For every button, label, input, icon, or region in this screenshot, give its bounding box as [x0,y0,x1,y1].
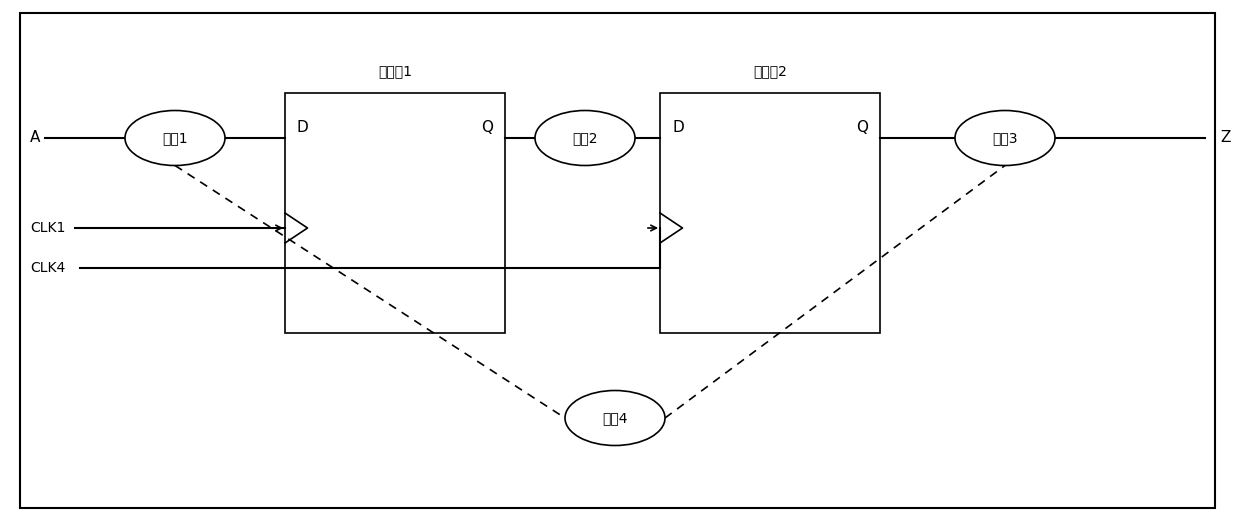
Text: 寄存器1: 寄存器1 [378,64,412,78]
Text: 路径3: 路径3 [992,131,1018,145]
Text: A: A [30,131,41,145]
Text: Z: Z [1220,131,1230,145]
Text: D: D [672,120,683,135]
Ellipse shape [955,110,1055,165]
Bar [660,93,880,333]
Ellipse shape [534,110,635,165]
Ellipse shape [565,391,665,446]
Text: 路径1: 路径1 [162,131,187,145]
Text: CLK4: CLK4 [30,261,66,275]
Text: CLK1: CLK1 [30,221,66,235]
Text: 寄存器2: 寄存器2 [753,64,787,78]
Text: 路径4: 路径4 [603,411,627,425]
Ellipse shape [125,110,224,165]
Text: Q: Q [481,120,494,135]
Text: 路径2: 路径2 [572,131,598,145]
Text: Q: Q [856,120,868,135]
Text: D: D [298,120,309,135]
Bar [285,93,505,333]
